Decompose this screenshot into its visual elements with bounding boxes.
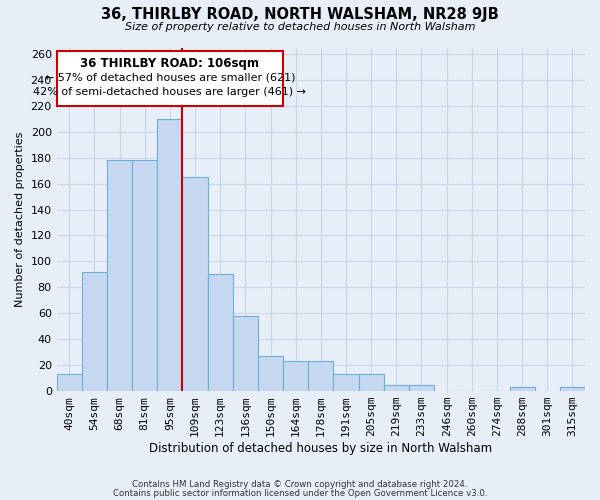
Bar xyxy=(308,362,334,391)
Text: Contains HM Land Registry data © Crown copyright and database right 2024.: Contains HM Land Registry data © Crown c… xyxy=(132,480,468,489)
Bar xyxy=(208,274,233,391)
Text: 36 THIRLBY ROAD: 106sqm: 36 THIRLBY ROAD: 106sqm xyxy=(80,56,259,70)
Bar xyxy=(107,160,132,391)
Bar xyxy=(509,387,535,391)
Bar xyxy=(132,160,157,391)
Y-axis label: Number of detached properties: Number of detached properties xyxy=(15,132,25,307)
Bar xyxy=(409,384,434,391)
Text: 42% of semi-detached houses are larger (461) →: 42% of semi-detached houses are larger (… xyxy=(34,86,307,97)
Bar xyxy=(283,362,308,391)
Bar xyxy=(157,119,182,391)
Bar xyxy=(384,384,409,391)
Bar xyxy=(82,272,107,391)
Bar xyxy=(258,356,283,391)
FancyBboxPatch shape xyxy=(56,52,283,106)
Text: Contains public sector information licensed under the Open Government Licence v3: Contains public sector information licen… xyxy=(113,488,487,498)
X-axis label: Distribution of detached houses by size in North Walsham: Distribution of detached houses by size … xyxy=(149,442,493,455)
Text: ← 57% of detached houses are smaller (621): ← 57% of detached houses are smaller (62… xyxy=(44,72,295,83)
Text: 36, THIRLBY ROAD, NORTH WALSHAM, NR28 9JB: 36, THIRLBY ROAD, NORTH WALSHAM, NR28 9J… xyxy=(101,8,499,22)
Bar xyxy=(233,316,258,391)
Bar xyxy=(56,374,82,391)
Bar xyxy=(334,374,359,391)
Text: Size of property relative to detached houses in North Walsham: Size of property relative to detached ho… xyxy=(125,22,475,32)
Bar xyxy=(560,387,585,391)
Bar xyxy=(182,177,208,391)
Bar xyxy=(359,374,384,391)
